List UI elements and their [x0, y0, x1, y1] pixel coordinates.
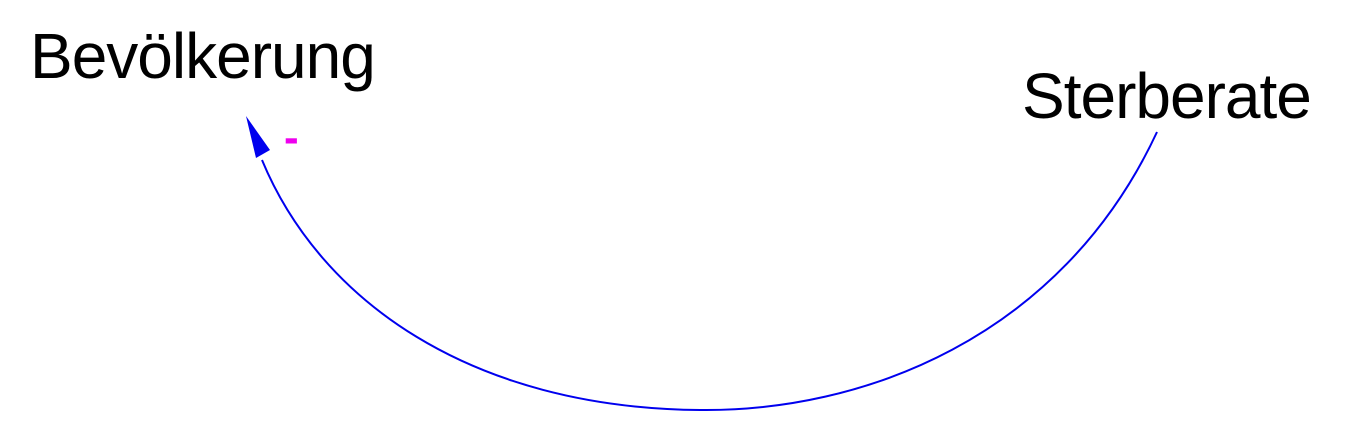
node-sterberate[interactable]: Sterberate [1022, 60, 1312, 132]
node-bevoelkerung[interactable]: Bevölkerung [30, 20, 376, 92]
arrowhead-icon [246, 116, 270, 158]
link-polarity-label: - [284, 113, 299, 162]
causal-link-arrow[interactable] [261, 131, 1158, 412]
